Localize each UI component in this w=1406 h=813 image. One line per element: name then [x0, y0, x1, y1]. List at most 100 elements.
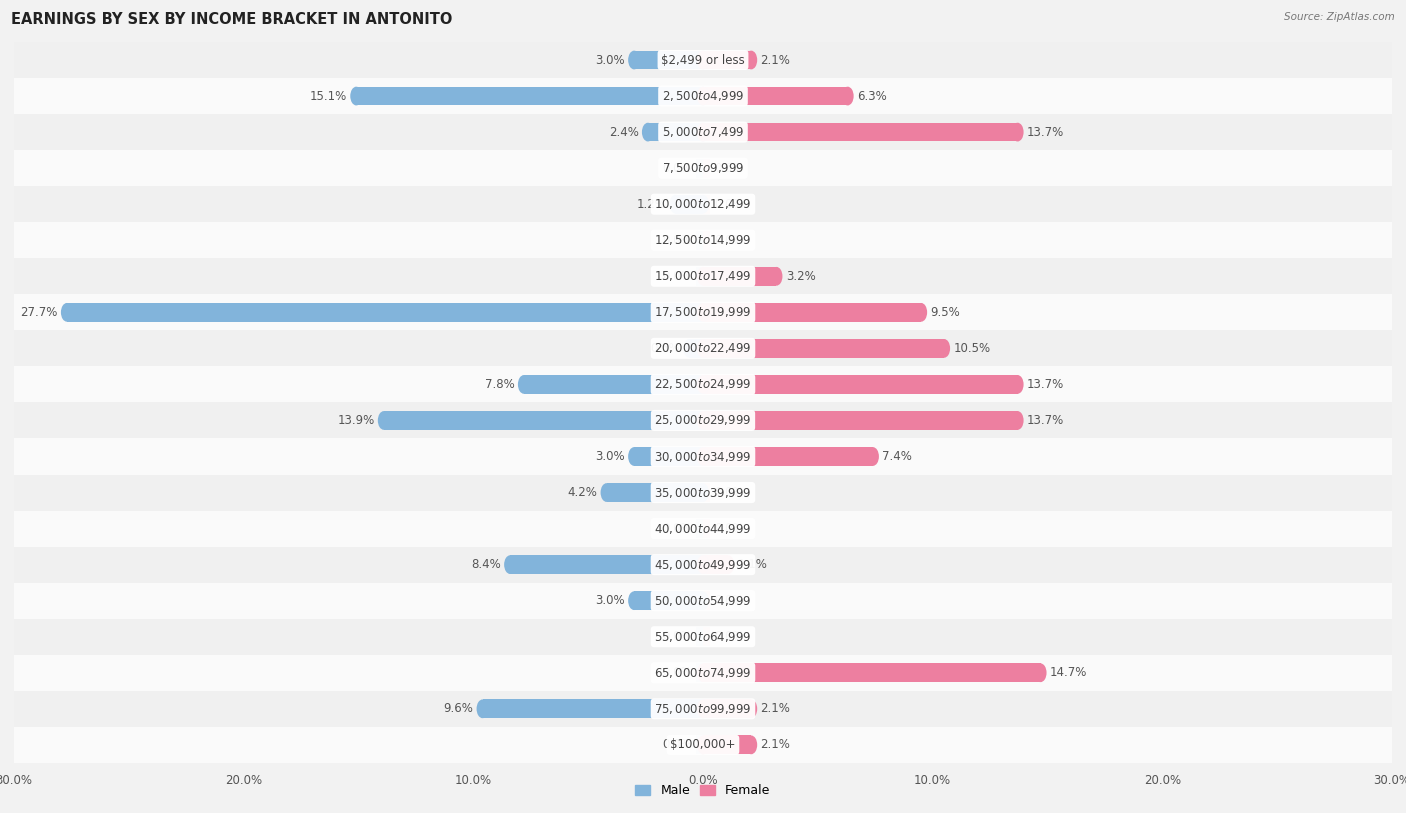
Bar: [703, 628, 710, 646]
Text: 0.0%: 0.0%: [714, 594, 744, 607]
Circle shape: [60, 303, 73, 322]
Circle shape: [697, 339, 709, 358]
Text: 14.7%: 14.7%: [1050, 667, 1087, 680]
Text: 13.7%: 13.7%: [1026, 414, 1064, 427]
Bar: [703, 447, 873, 466]
Bar: [703, 555, 728, 574]
Text: $15,000 to $17,499: $15,000 to $17,499: [654, 269, 752, 283]
Text: $25,000 to $29,999: $25,000 to $29,999: [654, 414, 752, 428]
Bar: [14, 294, 1392, 330]
Bar: [14, 78, 1392, 114]
Text: $17,500 to $19,999: $17,500 to $19,999: [654, 306, 752, 320]
Bar: [606, 483, 703, 502]
Circle shape: [517, 375, 530, 393]
Text: 0.0%: 0.0%: [714, 522, 744, 535]
Text: $12,500 to $14,999: $12,500 to $14,999: [654, 233, 752, 247]
Text: $5,000 to $7,499: $5,000 to $7,499: [662, 125, 744, 139]
Bar: [703, 663, 1040, 682]
Circle shape: [1012, 375, 1024, 393]
Text: $40,000 to $44,999: $40,000 to $44,999: [654, 522, 752, 536]
Circle shape: [683, 339, 695, 358]
Bar: [384, 411, 703, 430]
Circle shape: [697, 447, 709, 466]
Circle shape: [477, 699, 488, 718]
Bar: [14, 150, 1392, 186]
Text: $20,000 to $22,499: $20,000 to $22,499: [654, 341, 752, 355]
Bar: [703, 87, 848, 106]
Circle shape: [697, 411, 709, 430]
Circle shape: [643, 123, 654, 141]
Circle shape: [697, 699, 709, 718]
Bar: [703, 195, 710, 214]
Bar: [482, 699, 703, 718]
Text: 0.0%: 0.0%: [662, 522, 692, 535]
Text: $7,500 to $9,999: $7,500 to $9,999: [662, 161, 744, 175]
Text: 1.2%: 1.2%: [637, 198, 666, 211]
Text: 0.6%: 0.6%: [651, 342, 681, 354]
Bar: [14, 619, 1392, 654]
Text: 6.3%: 6.3%: [856, 89, 887, 102]
Text: $35,000 to $39,999: $35,000 to $39,999: [654, 485, 752, 499]
Bar: [696, 628, 703, 646]
Text: $45,000 to $49,999: $45,000 to $49,999: [654, 558, 752, 572]
Bar: [14, 259, 1392, 294]
Circle shape: [697, 267, 709, 285]
Text: $50,000 to $54,999: $50,000 to $54,999: [654, 593, 752, 607]
Bar: [703, 50, 751, 69]
Bar: [675, 195, 703, 214]
Bar: [703, 520, 710, 538]
Bar: [14, 222, 1392, 259]
Circle shape: [697, 339, 709, 358]
Text: 0.0%: 0.0%: [714, 162, 744, 175]
Text: 3.2%: 3.2%: [786, 270, 815, 283]
Circle shape: [350, 87, 363, 106]
Text: 0.0%: 0.0%: [714, 198, 744, 211]
Bar: [14, 475, 1392, 511]
Circle shape: [1012, 411, 1024, 430]
Text: 13.7%: 13.7%: [1026, 378, 1064, 391]
Text: 0.0%: 0.0%: [662, 162, 692, 175]
Text: 2.1%: 2.1%: [761, 54, 790, 67]
Bar: [14, 330, 1392, 367]
Circle shape: [745, 736, 758, 754]
Circle shape: [842, 87, 853, 106]
Text: $30,000 to $34,999: $30,000 to $34,999: [654, 450, 752, 463]
Text: 0.0%: 0.0%: [714, 630, 744, 643]
Circle shape: [697, 375, 709, 393]
Circle shape: [697, 447, 709, 466]
Circle shape: [723, 555, 734, 574]
Circle shape: [697, 50, 709, 69]
Bar: [703, 159, 710, 177]
Circle shape: [697, 591, 709, 610]
Text: 8.4%: 8.4%: [471, 559, 501, 572]
Bar: [356, 87, 703, 106]
Bar: [696, 267, 703, 285]
Bar: [524, 375, 703, 393]
Circle shape: [697, 303, 709, 322]
Text: 3.0%: 3.0%: [595, 54, 624, 67]
Text: $2,500 to $4,999: $2,500 to $4,999: [662, 89, 744, 103]
Circle shape: [697, 411, 709, 430]
Text: 0.0%: 0.0%: [714, 486, 744, 499]
Text: 3.0%: 3.0%: [595, 450, 624, 463]
Bar: [703, 123, 1018, 141]
Circle shape: [697, 375, 709, 393]
Bar: [14, 654, 1392, 691]
Text: $75,000 to $99,999: $75,000 to $99,999: [654, 702, 752, 715]
Bar: [703, 267, 776, 285]
Circle shape: [745, 50, 758, 69]
Text: 2.1%: 2.1%: [761, 738, 790, 751]
Text: $2,499 or less: $2,499 or less: [661, 54, 745, 67]
Bar: [703, 375, 1018, 393]
Circle shape: [697, 555, 709, 574]
Bar: [696, 159, 703, 177]
Circle shape: [600, 483, 613, 502]
Bar: [703, 699, 751, 718]
Text: 27.7%: 27.7%: [20, 306, 58, 319]
Circle shape: [505, 555, 516, 574]
Bar: [689, 339, 703, 358]
Bar: [14, 438, 1392, 475]
Circle shape: [868, 447, 879, 466]
Circle shape: [1012, 123, 1024, 141]
Text: 13.9%: 13.9%: [337, 414, 374, 427]
